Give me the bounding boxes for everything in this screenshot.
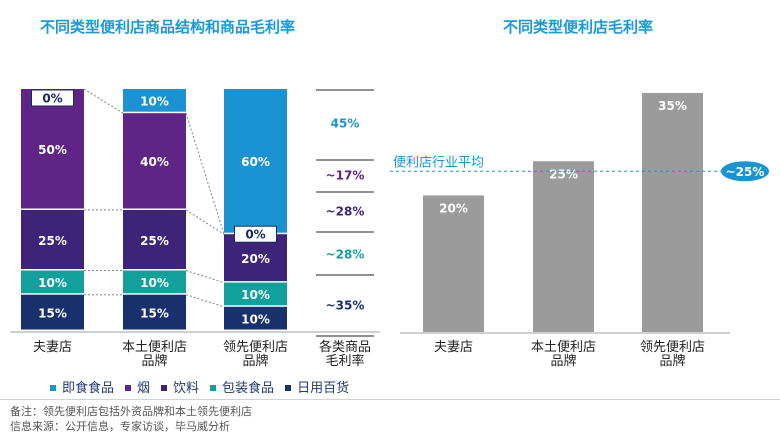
bar-value-label: 0% [42,92,62,106]
average-badge-label: ~25% [726,165,765,179]
average-badge [721,161,769,182]
legend-label: 日用百货 [297,381,350,396]
zero-value-box [31,89,74,107]
legend-swatch [125,384,132,391]
bar-value-label: 20% [241,252,270,266]
bar-value-label: 40% [140,155,169,169]
category-label: 本土便利店 [122,340,187,355]
margin-value-label: ~17% [326,169,365,183]
category-label: 领先便利店 [640,340,705,355]
bar-value-label: 25% [549,167,578,181]
bar-value-label: 25% [38,234,67,248]
category-label: 品牌 [659,353,685,369]
bar-value-label: 10% [140,276,169,290]
stacked-bar-segment [123,113,186,209]
bar-value-label: 25% [140,234,169,248]
legend-swatch [285,384,292,391]
stacked-bar-segment [123,89,186,112]
category-label: 领先便利店 [223,340,288,355]
legend-swatch [50,384,56,391]
bar-value-label: 15% [140,306,169,320]
bar [423,195,484,332]
zero-value-box [234,225,277,243]
stacked-bar-segment [123,270,186,294]
category-label: 品牌 [550,353,576,369]
footer-divider [0,399,780,400]
category-label: 夫妻店 [33,340,72,355]
bar [642,92,703,332]
bar-value-label: 35% [658,99,687,113]
footnote-note: 备注：领先便利店包括外资品牌和本土领先便利店 [10,405,252,418]
legend-swatch [210,384,217,391]
margin-column-title: 各类商品 [319,339,371,355]
bar-value-label: 50% [38,143,67,157]
bar-value-label: 0% [245,228,265,242]
stacked-bar-segment [21,210,84,269]
margin-value-label: ~28% [326,205,365,219]
stacked-bar-segment [21,294,84,330]
bar-value-label: 10% [241,288,270,302]
bar-value-label: 10% [140,95,169,109]
margin-value-label: ~35% [326,299,365,313]
bar-value-label: 60% [241,155,270,169]
left-chart-title: 不同类型便利店商品结构和商品毛利率 [40,18,296,36]
margin-value-label: 45% [331,117,360,131]
bar [533,161,594,332]
stacked-bar-segment [224,306,287,330]
legend: 即食食品 烟 饮料 包装食品 日用百货 [50,377,360,396]
stacked-bar-segment [224,89,287,233]
footnote-source: 信息来源：公开信息，专家访谈，毕马威分析 [10,420,230,433]
category-label: 品牌 [141,353,167,369]
right-chart-title: 不同类型便利店毛利率 [503,18,654,36]
bar-value-label: 10% [241,312,270,326]
connector-line [185,209,225,235]
stacked-bar-segment [21,270,84,294]
bar-value-label: 20% [439,201,468,215]
stacked-bar-segment [123,210,186,269]
margin-column-title: 毛利率 [325,353,364,369]
connector-line [185,113,225,235]
stacked-bar-segment [21,89,84,209]
legend-item: 包装食品 [210,377,274,396]
bar-value-label: 15% [38,306,67,320]
legend-item: 即食食品 [50,377,114,396]
category-label: 品牌 [242,353,268,369]
connector-line [83,88,124,114]
legend-label: 包装食品 [222,381,275,396]
bar-value-label: 10% [38,276,67,290]
connector-line [185,270,225,284]
legend-label: 烟 [137,381,151,396]
legend-item: 日用百货 [285,377,349,396]
stacked-bar-segment [224,282,287,306]
margin-value-label: ~28% [326,248,365,262]
average-reference-label: 便利店行业平均 [393,155,484,170]
legend-label: 即食食品 [62,381,115,396]
legend-label: 饮料 [173,381,200,396]
legend-swatch [161,384,168,391]
stacked-bar-segment [123,294,186,330]
category-label: 夫妻店 [434,340,473,355]
legend-item: 烟 [125,377,150,396]
category-label: 本土便利店 [531,340,596,355]
connector-line [185,294,225,308]
legend-item: 饮料 [161,377,199,396]
